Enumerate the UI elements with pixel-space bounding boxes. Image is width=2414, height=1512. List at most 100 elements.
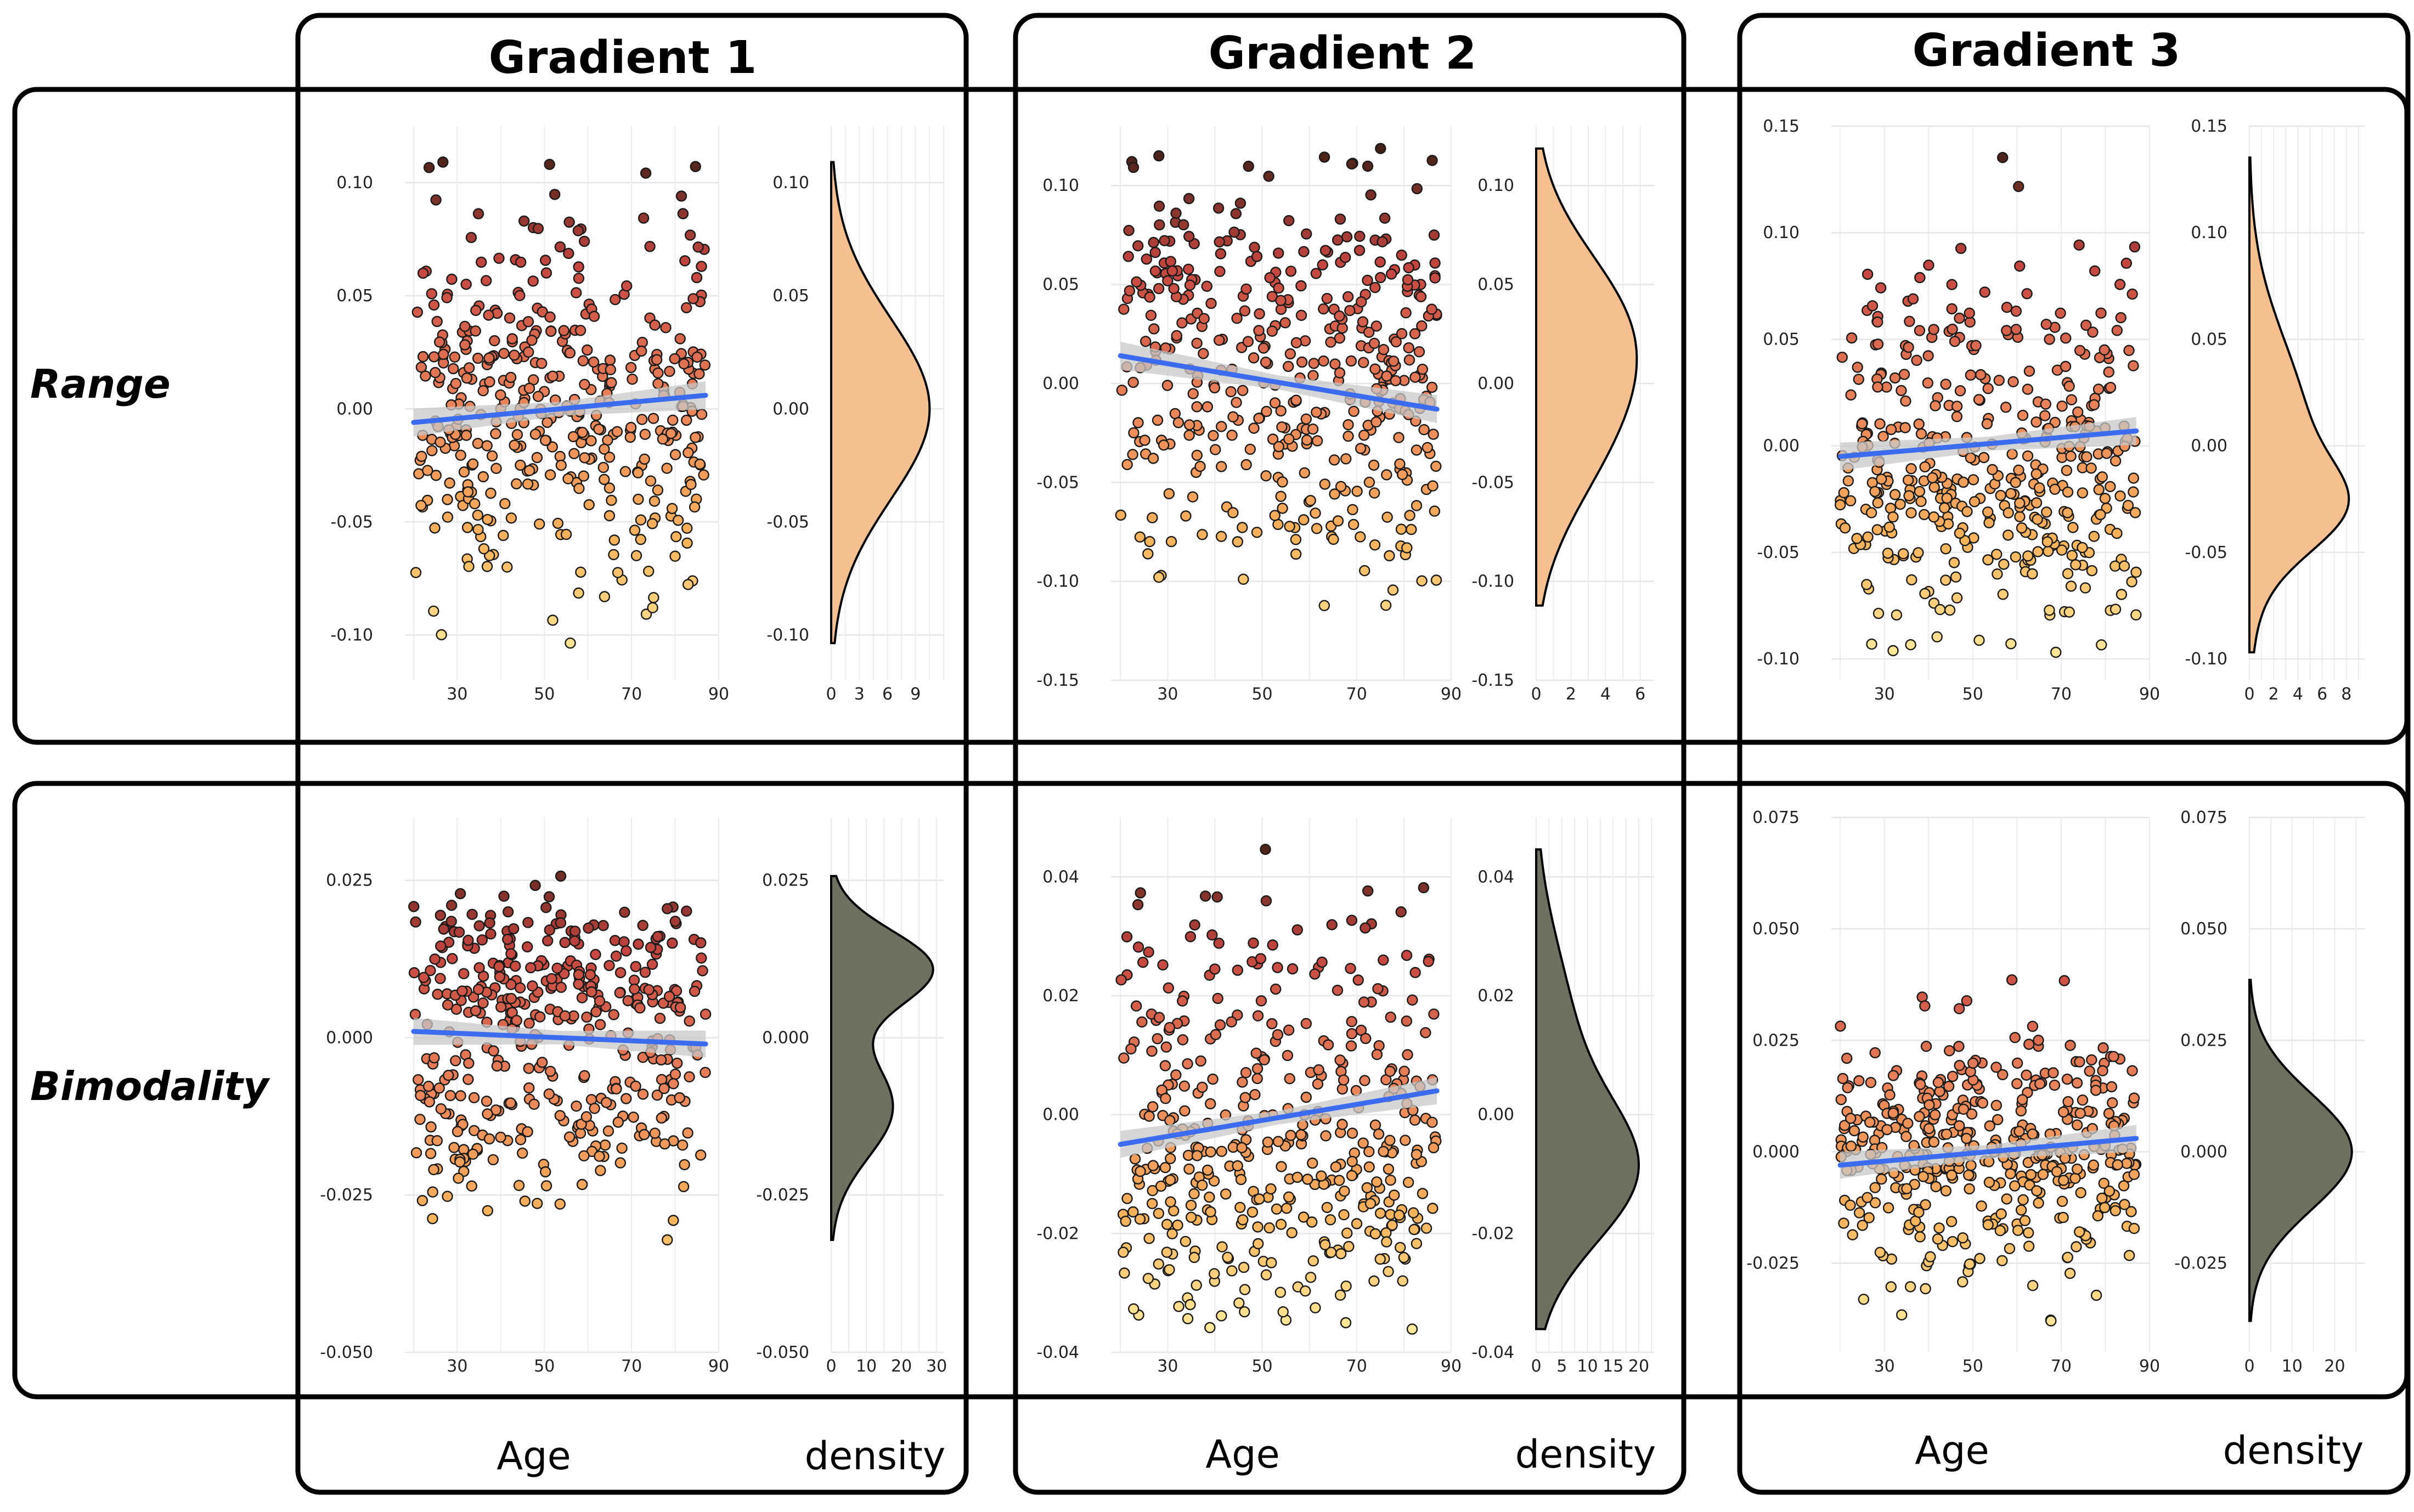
- scatter-point: [410, 1147, 422, 1159]
- scatter-point: [1982, 383, 1994, 394]
- scatter-point: [1415, 291, 1427, 302]
- y-tick-label: -0.04: [1036, 1343, 1079, 1362]
- scatter-point: [1845, 1113, 1857, 1124]
- scatter-point: [532, 1198, 543, 1209]
- scatter-point: [651, 1089, 663, 1101]
- scatter-point: [1841, 1052, 1853, 1064]
- scatter-point: [1239, 1284, 1251, 1295]
- scatter-point: [1993, 375, 2005, 386]
- scatter-point: [1159, 1060, 1171, 1071]
- scatter-point: [1283, 1024, 1295, 1036]
- scatter-point: [1179, 1105, 1191, 1117]
- scatter-point: [1883, 521, 1895, 533]
- scatter-panel-background: [1831, 126, 2150, 680]
- scatter-point: [1144, 536, 1155, 548]
- scatter-point: [1853, 1207, 1865, 1218]
- scatter-point: [1940, 574, 1951, 586]
- scatter-point: [1226, 430, 1238, 441]
- scatter-point: [1333, 1175, 1345, 1186]
- scatter-point: [453, 1172, 464, 1184]
- scatter-point: [1187, 388, 1199, 399]
- scatter-point: [1189, 919, 1200, 931]
- scatter-point: [1334, 213, 1346, 225]
- density-curve: [2248, 156, 2350, 654]
- scatter-point: [523, 382, 535, 394]
- scatter-point: [675, 190, 687, 202]
- scatter-point: [559, 1010, 571, 1022]
- scatter-point: [1345, 1040, 1357, 1052]
- scatter-point: [1197, 1081, 1208, 1093]
- y-tick-label: 0.050: [1752, 919, 1800, 939]
- scatter-point: [1374, 1253, 1386, 1265]
- scatter-point: [1938, 502, 1950, 514]
- scatter-point: [575, 566, 586, 578]
- scatter-point: [1418, 424, 1430, 436]
- scatter-point: [605, 364, 617, 375]
- scatter-point: [1360, 1033, 1372, 1045]
- scatter-point: [666, 503, 678, 515]
- scatter-point: [2064, 1267, 2076, 1279]
- scatter-point: [608, 549, 619, 561]
- scatter-point: [1430, 574, 1442, 586]
- scatter-point: [1932, 1233, 1944, 1245]
- scatter-point: [2128, 472, 2140, 484]
- scatter-point: [643, 984, 655, 996]
- scatter-point: [522, 941, 533, 953]
- scatter-point: [681, 414, 692, 426]
- scatter-point: [1295, 280, 1307, 292]
- scatter-point: [1959, 535, 1971, 546]
- regression-line: [411, 1029, 708, 1047]
- scatter-point: [1385, 268, 1397, 280]
- scatter-point: [2022, 450, 2034, 462]
- scatter-point: [1272, 247, 1284, 259]
- scatter-point: [485, 928, 497, 940]
- scatter-point: [1260, 470, 1272, 482]
- scatter-point: [1307, 370, 1319, 381]
- scatter-point: [466, 909, 478, 920]
- scatter-point: [1426, 303, 1437, 315]
- scatter-point: [639, 967, 651, 978]
- scatter-point: [2001, 1193, 2012, 1205]
- scatter-point: [1123, 251, 1134, 262]
- scatter-point: [2099, 344, 2110, 356]
- scatter-point: [1120, 1215, 1131, 1227]
- scatter-point: [1853, 1075, 1865, 1087]
- scatter-point: [2031, 1185, 2043, 1197]
- scatter-point: [1381, 469, 1392, 481]
- scatter-point: [1866, 638, 1877, 650]
- scatter-point: [1922, 350, 1934, 362]
- scatter-point: [1266, 1018, 1278, 1030]
- scatter-point: [576, 1118, 587, 1130]
- scatter-point: [1128, 427, 1140, 439]
- scatter-point: [1862, 1192, 1873, 1204]
- scatter-point: [2048, 1067, 2059, 1079]
- scatter-point: [662, 903, 673, 915]
- scatter-point: [1930, 400, 1941, 411]
- scatter-point: [1309, 968, 1321, 980]
- scatter-point: [1861, 579, 1872, 590]
- scatter-point: [1411, 500, 1423, 511]
- scatter-point: [417, 351, 429, 363]
- scatter-point: [467, 1148, 479, 1160]
- scatter-point: [1428, 428, 1439, 440]
- scatter-point: [1147, 1160, 1159, 1171]
- scatter-point: [1834, 499, 1846, 511]
- scatter-point: [469, 1125, 480, 1137]
- x-tick-label: 30: [1157, 1357, 1178, 1376]
- scatter-point: [1267, 433, 1279, 445]
- regression-line: [1837, 1136, 2139, 1168]
- scatter-point: [2062, 568, 2074, 579]
- scatter-point: [523, 1082, 535, 1094]
- scatter-point: [459, 320, 471, 332]
- scatter-point: [1290, 394, 1302, 406]
- scatter-point: [2049, 483, 2061, 495]
- scatter-point: [563, 247, 574, 259]
- scatter-point: [1336, 1083, 1349, 1095]
- scatter-point: [1240, 1067, 1252, 1079]
- scatter-point: [2114, 490, 2126, 502]
- scatter-point: [1318, 303, 1329, 315]
- scatter-point: [1249, 241, 1260, 253]
- scatter-point: [2023, 365, 2035, 377]
- scatter-point: [1226, 1265, 1238, 1277]
- scatter-point: [2062, 507, 2073, 518]
